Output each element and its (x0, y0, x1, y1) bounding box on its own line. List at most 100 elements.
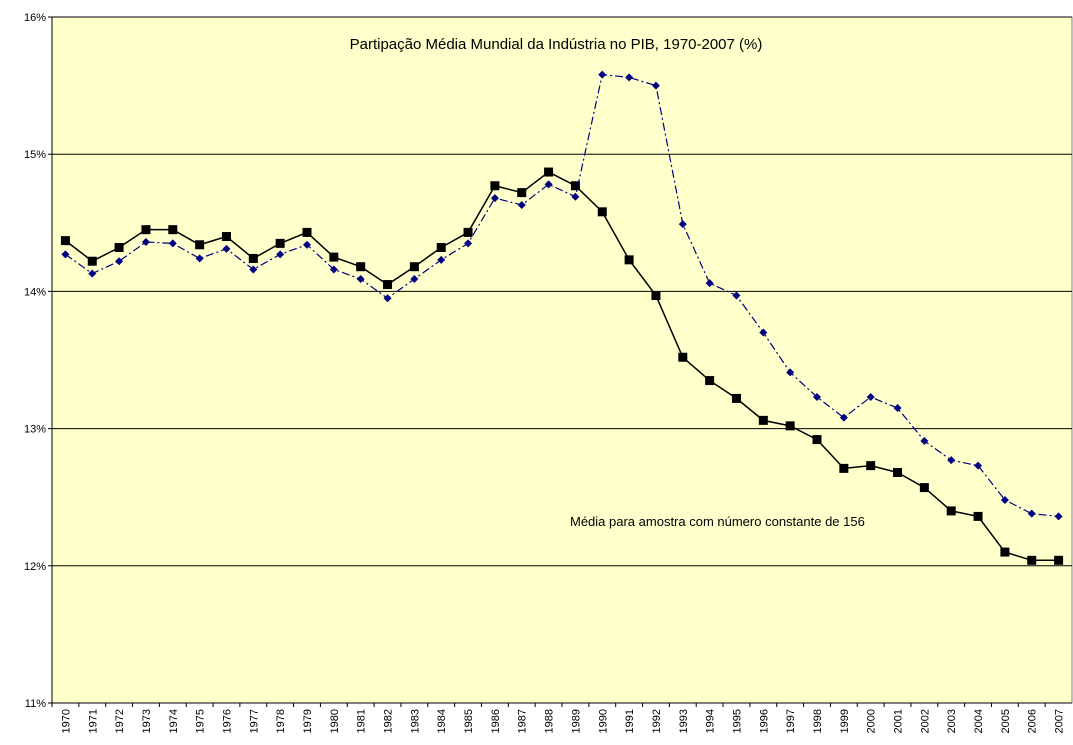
x-tick-label: 1971 (87, 709, 99, 733)
x-tick-label: 1976 (221, 709, 233, 733)
x-tick-label: 1997 (785, 709, 797, 733)
marker (195, 240, 205, 250)
marker (221, 232, 231, 242)
marker (302, 227, 312, 237)
marker (731, 393, 741, 403)
plot-area (51, 16, 1073, 704)
x-tick-label: 2002 (919, 709, 931, 733)
x-tick-label: 1989 (570, 709, 582, 733)
marker (598, 70, 607, 79)
marker (651, 291, 661, 301)
marker (759, 328, 768, 337)
x-tick-label: 1981 (356, 709, 368, 733)
marker (87, 256, 97, 266)
marker (946, 506, 956, 516)
x-tick-label: 2005 (1000, 709, 1012, 733)
series-line (65, 73, 1059, 518)
marker (732, 291, 741, 300)
x-tick-label: 2007 (1054, 709, 1066, 733)
marker (437, 255, 446, 264)
x-tick-label: 1999 (839, 709, 851, 733)
x-tick-label: 1978 (275, 709, 287, 733)
x-tick-label: 1987 (517, 709, 529, 733)
marker (303, 240, 311, 249)
chart-title: Partipação Média Mundial da Indústria no… (350, 36, 763, 53)
marker (141, 225, 151, 235)
marker (195, 254, 204, 263)
marker (597, 207, 607, 217)
marker (276, 250, 285, 259)
marker (463, 227, 473, 237)
marker (1000, 495, 1009, 504)
marker (678, 220, 687, 229)
x-tick-label: 1991 (624, 709, 636, 733)
y-tick-label: 13% (24, 424, 46, 436)
y-tick-label: 11% (25, 698, 46, 710)
marker (624, 255, 634, 265)
marker (544, 167, 554, 177)
marker (812, 435, 822, 445)
marker (248, 253, 258, 263)
marker (785, 421, 795, 431)
marker (866, 461, 876, 471)
marker (1054, 512, 1063, 521)
x-tick-label: 1998 (812, 709, 824, 733)
marker (651, 81, 660, 90)
marker (383, 280, 393, 290)
marker (356, 262, 366, 272)
annotation: Média para amostra com número constante … (570, 514, 865, 529)
x-tick-label: 1995 (731, 709, 743, 733)
marker (329, 252, 339, 262)
marker (920, 436, 929, 445)
marker (249, 265, 258, 274)
x-tick-label: 1984 (436, 709, 448, 733)
marker (625, 73, 634, 82)
y-tick-label: 14% (24, 286, 46, 298)
marker (517, 188, 527, 198)
x-tick-label: 1972 (114, 709, 126, 733)
x-tick-label: 1992 (651, 709, 663, 733)
marker (60, 236, 70, 246)
x-tick-label: 2003 (946, 709, 958, 733)
marker (409, 262, 419, 272)
marker (329, 265, 338, 274)
marker (705, 376, 715, 386)
x-tick-label: 1990 (597, 709, 609, 733)
x-tick-label: 2004 (973, 709, 985, 733)
marker (464, 239, 473, 248)
marker (490, 181, 500, 191)
marker (839, 463, 849, 473)
x-tick-label: 1975 (195, 709, 207, 733)
x-tick-label: 2001 (893, 709, 905, 733)
x-tick-label: 1983 (409, 709, 421, 733)
marker (893, 468, 903, 478)
marker (678, 352, 688, 362)
marker (919, 483, 929, 493)
x-tick-label: 1979 (302, 709, 314, 733)
marker (786, 368, 795, 377)
marker (275, 238, 285, 248)
marker (383, 294, 392, 303)
x-tick-label: 1988 (544, 709, 556, 733)
marker (410, 275, 419, 284)
marker (893, 404, 902, 413)
x-tick-label: 1973 (141, 709, 153, 733)
marker (813, 393, 821, 402)
y-tick-label: 15% (24, 149, 46, 161)
marker (61, 250, 70, 259)
marker (705, 279, 714, 288)
y-tick-label: 16% (24, 12, 46, 24)
marker (1027, 555, 1037, 565)
x-tick-label: 2000 (866, 709, 878, 733)
marker (1000, 547, 1010, 557)
x-tick-label: 1974 (168, 709, 180, 733)
marker (758, 415, 768, 425)
marker (436, 242, 446, 252)
marker (1054, 555, 1064, 565)
marker (168, 239, 177, 248)
y-tick-label: 12% (24, 561, 46, 573)
marker (141, 238, 150, 247)
x-tick-label: 1980 (329, 709, 341, 733)
x-tick-label: 1970 (60, 709, 72, 733)
